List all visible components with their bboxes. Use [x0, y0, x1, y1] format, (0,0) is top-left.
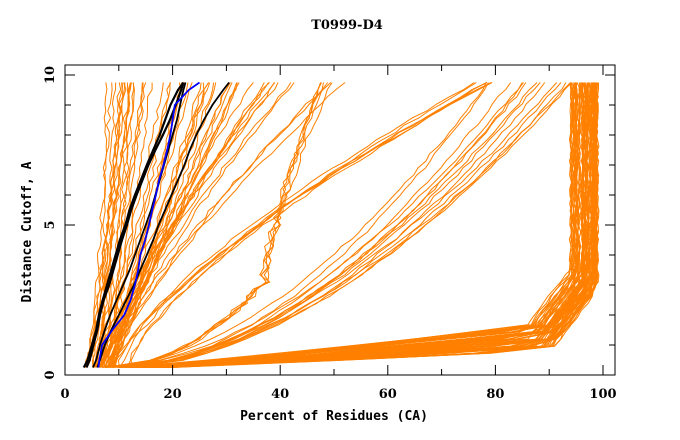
model-curve — [147, 82, 587, 368]
x-axis-label: Percent of Residues (CA) — [240, 409, 428, 424]
model-curve — [114, 82, 475, 368]
model-curve — [120, 82, 590, 368]
plot-frame — [64, 64, 616, 376]
highlight-lines — [82, 81, 230, 368]
model-curve — [135, 82, 593, 368]
chart-title: T0999-D4 — [311, 18, 383, 33]
model-curve — [110, 82, 210, 368]
model-curve — [105, 82, 487, 368]
x-tick-label: 80 — [486, 387, 504, 402]
model-curve — [123, 82, 512, 368]
x-tick-label: 0 — [60, 387, 69, 402]
model-blue-curve — [97, 81, 201, 368]
model-curve — [170, 82, 587, 368]
model-curve — [104, 82, 333, 368]
model-curve — [149, 82, 577, 368]
model-curve — [168, 82, 585, 368]
model-curve — [95, 82, 144, 368]
model-curve — [159, 82, 585, 368]
y-tick-label: 5 — [43, 220, 58, 229]
model-curve — [92, 82, 184, 368]
model-black-4-curve — [96, 81, 230, 368]
model-curve — [127, 82, 578, 368]
model-curve — [158, 82, 585, 368]
model-curve — [127, 82, 546, 368]
model-curve — [117, 82, 488, 368]
model-curve — [117, 82, 541, 368]
model-curve — [101, 82, 558, 368]
model-black-2-curve — [85, 82, 185, 368]
model-curve — [119, 82, 574, 368]
x-tick-label: 40 — [271, 387, 289, 402]
model-curve — [121, 82, 588, 368]
model-curve — [130, 82, 477, 368]
model-black-3-curve — [92, 82, 187, 368]
x-axis-ticks: 0 20 40 60 80 100 — [60, 65, 617, 402]
model-curve — [136, 82, 600, 368]
model-curve — [167, 82, 593, 368]
model-curve — [112, 82, 265, 368]
model-curve — [128, 82, 579, 368]
model-curve — [105, 82, 332, 368]
model-curve — [133, 82, 576, 368]
model-curve — [149, 82, 581, 368]
model-curve — [117, 82, 562, 368]
model-curve — [158, 82, 591, 368]
model-curve — [84, 82, 126, 368]
model-curve — [112, 82, 538, 368]
model-curve — [166, 82, 587, 368]
model-curve — [107, 82, 322, 368]
y-axis-label: Distance Cutoff, A — [20, 161, 35, 302]
model-curve — [140, 82, 579, 368]
y-tick-label: 0 — [43, 370, 58, 379]
model-curve — [119, 82, 527, 368]
model-curve — [86, 82, 113, 368]
x-tick-label: 60 — [379, 387, 397, 402]
model-curve — [123, 82, 489, 368]
model-curve — [136, 82, 585, 368]
x-tick-label: 100 — [589, 387, 616, 402]
model-curve — [108, 82, 147, 368]
y-axis-ticks: 0 5 10 — [43, 66, 615, 380]
plot-lines — [84, 82, 600, 368]
x-tick-label: 20 — [164, 387, 182, 402]
model-curve — [113, 82, 270, 368]
model-curve — [96, 82, 231, 368]
model-curve — [123, 82, 567, 368]
model-curve — [94, 82, 164, 368]
model-curve — [107, 82, 292, 368]
model-curve — [126, 82, 492, 368]
model-curve — [149, 82, 596, 368]
y-tick-label: 10 — [43, 66, 58, 84]
model-curve — [84, 82, 124, 368]
model-curve — [118, 82, 590, 368]
model-curve — [113, 82, 329, 368]
model-curve — [104, 82, 523, 368]
